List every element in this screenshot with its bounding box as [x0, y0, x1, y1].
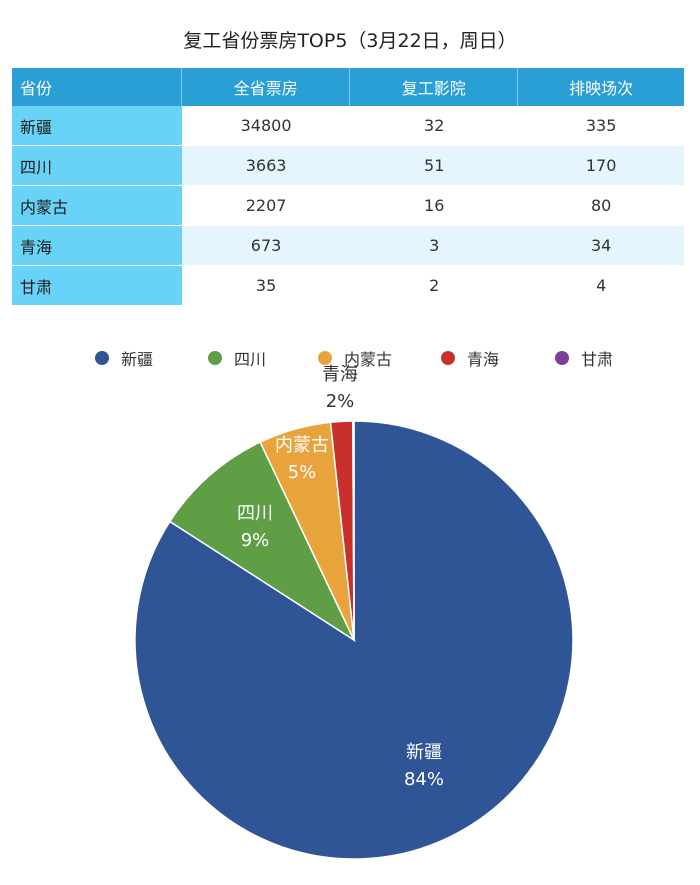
cell-screenings: 34 — [518, 226, 684, 266]
slice-percent-label: 5% — [288, 462, 317, 483]
legend-label: 青海 — [467, 350, 500, 369]
pie-slice — [168, 441, 356, 643]
cell-box-office: 2207 — [182, 186, 351, 226]
legend-swatch — [555, 351, 569, 365]
legend-item: 四川 — [208, 346, 266, 370]
cell-cinemas: 16 — [350, 186, 519, 226]
chart-title: 复工省份票房TOP5（3月22日，周日） — [183, 30, 517, 52]
table-row: 四川 3663 51 170 — [12, 146, 684, 186]
header-cinemas: 复工影院 — [350, 68, 519, 106]
cell-province: 内蒙古 — [12, 186, 182, 226]
table-row: 青海 673 3 34 — [12, 226, 684, 266]
cell-box-office: 3663 — [182, 146, 351, 186]
slice-name-label: 青海 — [322, 364, 358, 385]
legend-item: 内蒙古 — [318, 346, 392, 370]
cell-province: 四川 — [12, 146, 182, 186]
legend-item: 新疆 — [95, 346, 153, 370]
legend-swatch — [318, 351, 332, 365]
pie-slice — [352, 420, 355, 641]
cell-screenings: 335 — [518, 106, 684, 146]
slice-percent-label: 9% — [241, 530, 270, 551]
cell-screenings: 4 — [518, 266, 684, 306]
header-box-office: 全省票房 — [182, 68, 351, 106]
legend-label: 内蒙古 — [344, 350, 393, 369]
legend-item: 青海 — [441, 346, 499, 370]
cell-province: 青海 — [12, 226, 182, 266]
legend-swatch — [95, 351, 109, 365]
table-header-row: 省份 全省票房 复工影院 排映场次 — [12, 68, 684, 106]
legend-label: 四川 — [234, 350, 267, 369]
cell-cinemas: 51 — [350, 146, 519, 186]
slice-name-label: 内蒙古 — [275, 435, 329, 456]
cell-screenings: 170 — [518, 146, 684, 186]
table-row: 内蒙古 2207 16 80 — [12, 186, 684, 226]
cell-cinemas: 2 — [350, 266, 519, 306]
cell-box-office: 34800 — [182, 106, 351, 146]
cell-cinemas: 3 — [350, 226, 519, 266]
table-row: 甘肃 35 2 4 — [12, 266, 684, 306]
slice-percent-label: 84% — [404, 769, 444, 790]
table-row: 新疆 34800 32 335 — [12, 106, 684, 146]
box-office-table: 省份 全省票房 复工影院 排映场次 新疆 34800 32 335 四川 366… — [12, 68, 684, 306]
cell-screenings: 80 — [518, 186, 684, 226]
legend-swatch — [441, 351, 455, 365]
cell-province: 甘肃 — [12, 266, 182, 306]
cell-cinemas: 32 — [350, 106, 519, 146]
legend-item: 甘肃 — [555, 346, 613, 370]
legend-label: 甘肃 — [581, 350, 614, 369]
chart-legend: 新疆 四川 内蒙古 青海 甘肃 — [0, 346, 700, 370]
slice-name-label: 新疆 — [406, 742, 442, 763]
legend-swatch — [208, 351, 222, 365]
slice-percent-label: 2% — [326, 391, 355, 412]
header-screenings: 排映场次 — [518, 68, 684, 106]
slice-name-label: 四川 — [237, 503, 273, 524]
legend-label: 新疆 — [121, 350, 154, 369]
cell-province: 新疆 — [12, 106, 182, 146]
cell-box-office: 35 — [182, 266, 351, 306]
header-province: 省份 — [12, 68, 182, 106]
cell-box-office: 673 — [182, 226, 351, 266]
